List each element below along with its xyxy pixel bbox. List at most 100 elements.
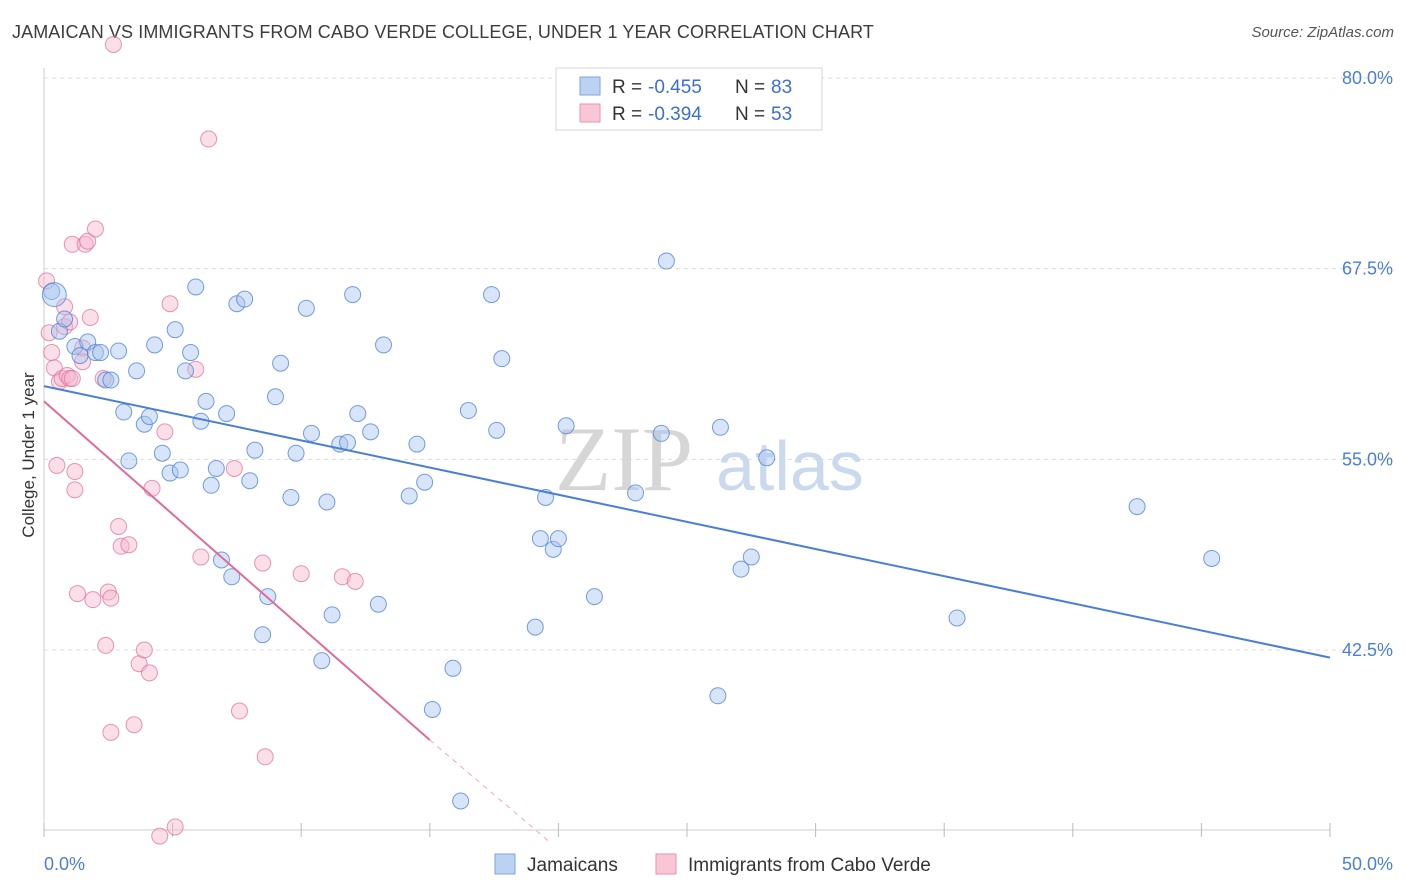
point-jamaicans [218, 405, 236, 423]
point-jamaicans [652, 424, 670, 442]
point-jamaicans [416, 473, 434, 491]
point-jamaicans [313, 652, 331, 670]
point-jamaicans [302, 424, 320, 442]
source-label: Source: ZipAtlas.com [1251, 24, 1394, 41]
point-jamaicans [254, 626, 272, 644]
point-cabo-verde [292, 565, 310, 583]
x-tick-label: 0.0% [44, 854, 85, 874]
point-cabo-verde [346, 572, 364, 590]
point-jamaicans [212, 551, 230, 569]
legend-bottom-swatch-jamaicans [494, 853, 516, 875]
point-cabo-verde [38, 272, 56, 290]
point-cabo-verde [58, 366, 76, 384]
series-cabo-verde-points [38, 35, 364, 845]
point-cabo-verde [225, 459, 243, 477]
point-jamaicans [297, 299, 315, 317]
point-jamaicans [488, 421, 506, 439]
point-cabo-verde [200, 130, 218, 148]
point-cabo-verde [81, 308, 99, 326]
point-jamaicans [758, 449, 776, 467]
point-jamaicans [102, 371, 120, 389]
point-jamaicans [287, 444, 305, 462]
y-axis-title: College, Under 1 year [19, 372, 38, 538]
point-jamaicans [140, 408, 158, 426]
point-jamaicans [459, 402, 477, 420]
point-cabo-verde [104, 35, 122, 53]
x-tick-labels: 0.0% 50.0% [44, 854, 1393, 874]
point-jamaicans [400, 487, 418, 505]
point-cabo-verde [68, 585, 86, 603]
point-jamaicans [182, 344, 200, 362]
legend-n-label-2: N = [735, 104, 765, 125]
legend-bottom-label-cabo-verde: Immigrants from Cabo Verde [688, 855, 931, 876]
point-jamaicans [197, 392, 215, 410]
point-cabo-verde [120, 536, 138, 554]
point-cabo-verde [63, 369, 81, 387]
point-cabo-verde [161, 295, 179, 313]
point-jamaicans [128, 362, 146, 380]
point-cabo-verde [254, 554, 272, 572]
point-jamaicans [493, 350, 511, 368]
point-jamaicans [627, 484, 645, 502]
legend-bottom-label-jamaicans: Jamaicans [527, 855, 618, 876]
point-jamaicans [344, 286, 362, 304]
y-tick-labels: 42.5% 55.0% 67.5% 80.0% [1342, 68, 1393, 660]
point-cabo-verde [110, 517, 128, 535]
point-cabo-verde [102, 589, 120, 607]
point-cabo-verde [66, 463, 84, 481]
point-jamaicans [246, 441, 264, 459]
x-tick-label: 50.0% [1342, 854, 1393, 874]
point-jamaicans [948, 609, 966, 627]
point-jamaicans [318, 493, 336, 511]
point-cabo-verde [125, 716, 143, 734]
point-cabo-verde [48, 456, 66, 474]
point-cabo-verde [84, 591, 102, 609]
point-jamaicans [97, 371, 115, 389]
point-jamaicans [657, 252, 675, 270]
point-cabo-verde [140, 664, 158, 682]
point-jamaicans [110, 342, 128, 360]
point-jamaicans [742, 548, 760, 566]
point-jamaicans [241, 472, 259, 490]
y-tick-label: 67.5% [1342, 259, 1393, 279]
point-jamaicans [176, 362, 194, 380]
point-cabo-verde [143, 479, 161, 497]
point-jamaicans [423, 700, 441, 718]
point-jamaicans [369, 595, 387, 613]
point-jamaicans [236, 290, 254, 308]
legend-n-label-1: N = [735, 77, 765, 98]
point-jamaicans [709, 687, 727, 705]
point-cabo-verde [333, 568, 351, 586]
point-jamaicans [266, 388, 284, 406]
legend-r-label-1: R = [612, 77, 642, 98]
legend-bottom: Jamaicans Immigrants from Cabo Verde [494, 853, 931, 876]
legend-r-label-2: R = [612, 104, 642, 125]
point-jamaicans [1203, 549, 1221, 567]
point-jamaicans [362, 423, 380, 441]
point-cabo-verde [166, 818, 184, 836]
point-jamaicans [483, 286, 501, 304]
point-jamaicans [732, 560, 750, 578]
point-jamaicans [187, 278, 205, 296]
point-jamaicans [444, 659, 462, 677]
legend-n-value-1: 83 [771, 77, 792, 98]
point-jamaicans [282, 488, 300, 506]
legend-swatch-blue [579, 76, 601, 96]
point-cabo-verde [102, 723, 120, 741]
legend-bottom-swatch-cabo-verde [655, 853, 677, 875]
point-jamaicans [349, 405, 367, 423]
point-jamaicans [585, 588, 603, 606]
point-jamaicans [1128, 498, 1146, 516]
point-jamaicans [146, 336, 164, 354]
point-jamaicans [408, 435, 426, 453]
point-jamaicans [43, 283, 61, 301]
point-jamaicans [531, 530, 549, 548]
point-cabo-verde [230, 702, 248, 720]
point-jamaicans [223, 568, 241, 586]
legend-swatch-pink [579, 103, 601, 123]
legend-r-value-1: -0.455 [648, 77, 702, 98]
legend-r-value-2: -0.394 [648, 104, 702, 125]
grid-lines [44, 77, 1393, 651]
point-jamaicans [544, 540, 562, 558]
